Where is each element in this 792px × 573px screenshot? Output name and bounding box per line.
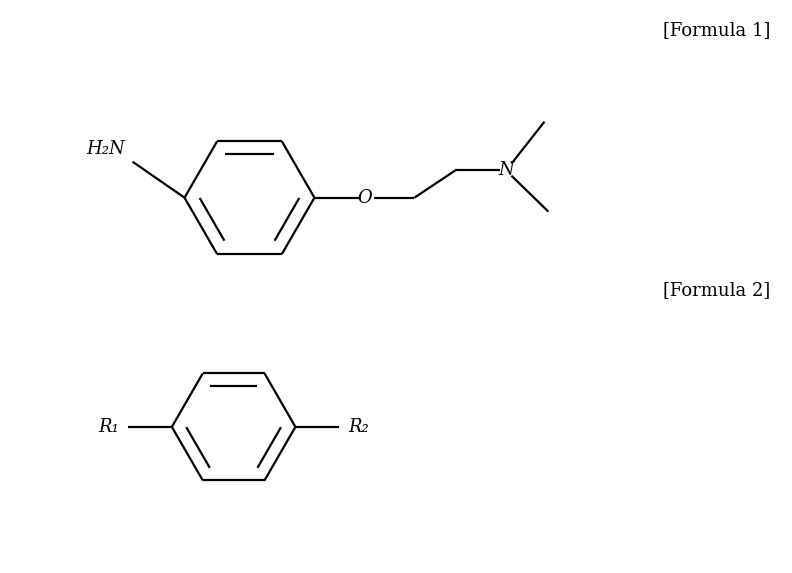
Text: R₁: R₁ <box>98 418 119 436</box>
Text: R₂: R₂ <box>348 418 369 436</box>
Text: O: O <box>357 189 371 207</box>
Text: [Formula 2]: [Formula 2] <box>663 281 770 299</box>
Text: [Formula 1]: [Formula 1] <box>663 21 770 39</box>
Text: H₂N: H₂N <box>86 140 124 158</box>
Text: N: N <box>498 160 514 179</box>
